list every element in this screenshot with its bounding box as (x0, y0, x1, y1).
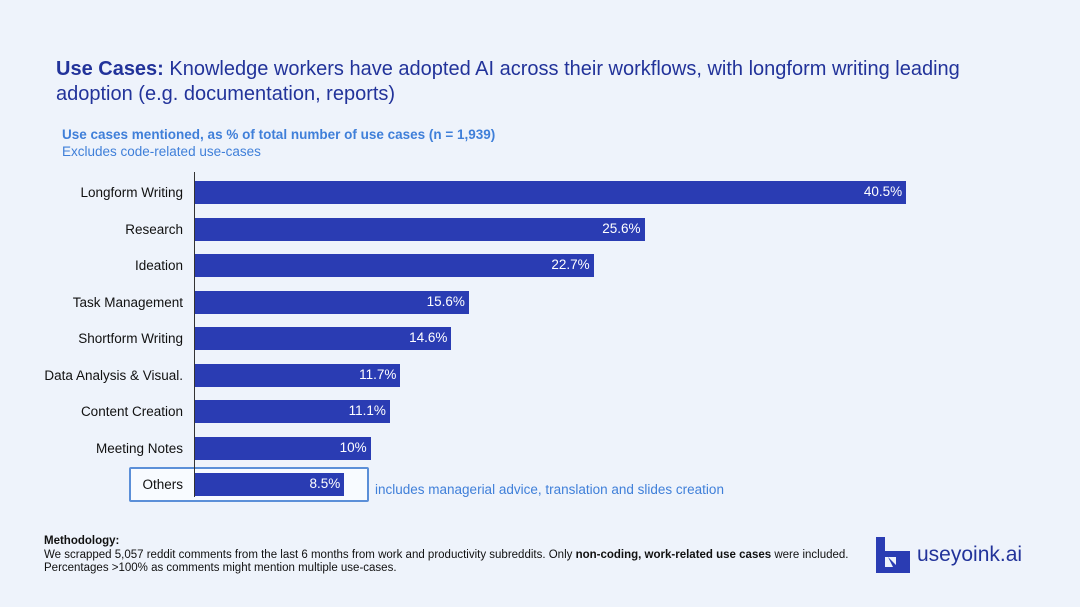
logo-icon (876, 537, 910, 573)
bar: 11.1% (195, 400, 390, 423)
data-label: 14.6% (409, 330, 448, 345)
bar: 25.6% (195, 217, 645, 241)
bar: 15.6% (195, 290, 469, 314)
bar: 22.7% (195, 254, 594, 277)
data-label: 11.1% (348, 403, 386, 418)
methodology-line2: Percentages >100% as comments might ment… (44, 562, 397, 574)
methodology-text: We scrapped 5,057 reddit comments from t… (44, 548, 576, 561)
category-label: Research (125, 221, 183, 237)
title-rest: Knowledge workers have adopted AI across… (56, 58, 960, 105)
bar: 11.7% (195, 363, 401, 387)
methodology-bold: non-coding, work-related use cases (575, 548, 772, 561)
title-bold: Use Cases: (56, 58, 164, 80)
y-axis-line (194, 172, 195, 497)
logo: useyoink.ai (876, 537, 1022, 573)
logo-text: useyoink.ai (917, 543, 1023, 566)
category-label: Content Creation (80, 404, 183, 419)
category-label: Longform Writing (80, 185, 183, 200)
category-label: Data Analysis & Visual. (44, 367, 183, 383)
methodology: Methodology: We scrapped 5,057 reddit co… (44, 535, 849, 576)
data-label: 22.7% (551, 257, 590, 272)
bar: 40.5% (195, 181, 907, 204)
category-label: Others (142, 477, 183, 492)
chart-subtitle: Use cases mentioned, as % of total numbe… (62, 127, 496, 142)
page-title: Use Cases: Knowledge workers have adopte… (56, 57, 1036, 107)
data-label: 10% (339, 439, 367, 455)
data-label: 15.6% (426, 293, 465, 309)
category-label: Meeting Notes (95, 440, 183, 456)
others-annotation: includes managerial advice, translation … (375, 482, 724, 497)
chart-note: Excludes code-related use-cases (62, 144, 261, 159)
bar: 8.5% (195, 473, 345, 496)
methodology-text-end: were included. (771, 548, 849, 561)
category-label: Shortform Writing (78, 331, 183, 346)
data-label: 25.6% (602, 220, 641, 236)
bar: 10% (195, 436, 371, 460)
bar: 14.6% (195, 327, 452, 350)
methodology-heading: Methodology: (44, 535, 120, 547)
data-label: 8.5% (309, 476, 341, 491)
category-label: Task Management (72, 294, 183, 310)
category-label: Ideation (134, 258, 183, 273)
data-label: 11.7% (359, 366, 397, 382)
data-label: 40.5% (863, 184, 903, 199)
